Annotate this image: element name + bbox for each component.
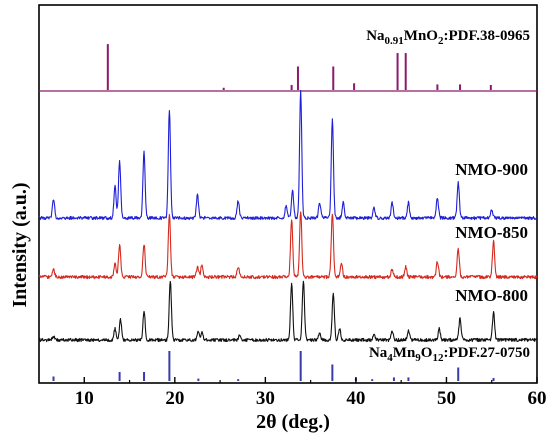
ref-bottom-label-sub: 4: [387, 352, 393, 364]
ref-top-label-sub: 2: [438, 35, 444, 47]
x-tick-label: 50: [437, 388, 456, 409]
x-axis-ticks: 10 20 30 40 50 60: [75, 377, 547, 409]
x-tick-label: 20: [165, 388, 184, 409]
series-group: [38, 89, 538, 343]
series-line-nmo-900: [38, 89, 538, 221]
ref-bottom-label-sub: 12: [432, 352, 444, 364]
plot-frame: [38, 4, 538, 384]
reference-top-label: Na0.91MnO2:PDF.38-0965: [366, 28, 530, 47]
series-label-nmo-800: NMO-800: [455, 286, 528, 305]
y-axis-title: Intensity (a.u.): [9, 182, 31, 307]
plot-border: [38, 4, 538, 384]
ref-top-label-part: :PDF.38-0965: [443, 28, 530, 44]
reference-bottom-label: Na4Mn9O12:PDF.27-0750: [369, 345, 530, 364]
x-tick-label: 60: [528, 388, 547, 409]
ref-bottom-label-part: Na: [369, 345, 388, 361]
ref-bottom-label-part: Mn: [393, 345, 416, 361]
reference-pattern-top: [106, 44, 492, 90]
ref-top-label-part: MnO: [404, 28, 438, 44]
x-tick-label: 40: [346, 388, 365, 409]
x-axis-title: 2θ (deg.): [256, 411, 330, 433]
series-line-nmo-850: [38, 211, 538, 280]
series-label-nmo-900: NMO-900: [455, 160, 528, 179]
ref-top-label-sub: 0.91: [385, 35, 404, 47]
ref-top-label-part: Na: [366, 28, 385, 44]
series-label-nmo-850: NMO-850: [455, 223, 528, 242]
x-tick-label: 30: [256, 388, 275, 409]
series-line-nmo-800: [38, 280, 538, 343]
ref-bottom-label-part: O: [421, 345, 433, 361]
ref-bottom-label-part: :PDF.27-0750: [443, 345, 530, 361]
ref-bottom-label-sub: 9: [415, 352, 421, 364]
x-tick-label: 10: [75, 388, 94, 409]
